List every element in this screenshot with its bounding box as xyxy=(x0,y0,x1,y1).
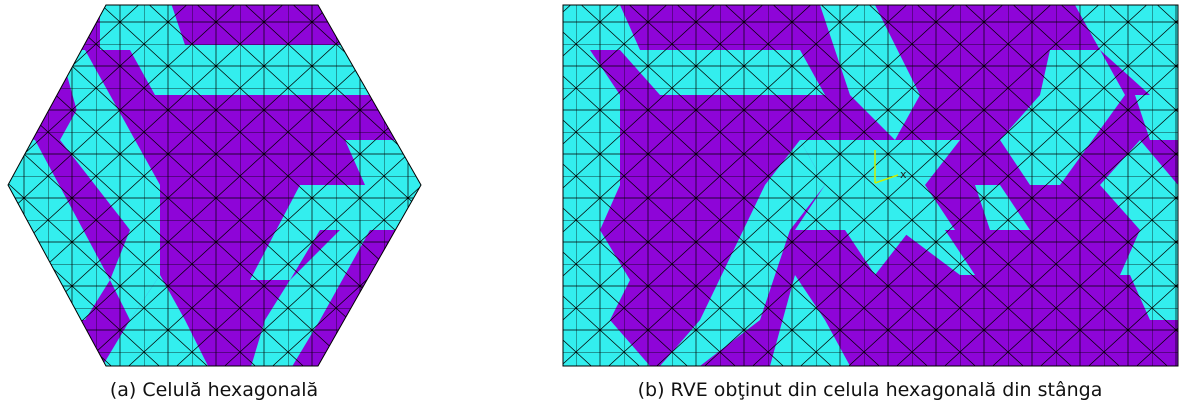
rve-mesh: x xyxy=(563,5,1178,366)
hexagonal-cell xyxy=(0,0,430,370)
figure-page: x (a) Celulă hexagonală (b) RVE obţinut … xyxy=(0,0,1184,412)
triad-label: x xyxy=(900,168,907,181)
caption: (a) Celulă hexagonală xyxy=(110,379,318,401)
caption: (b) RVE obţinut din celula hexagonală di… xyxy=(638,379,1103,401)
